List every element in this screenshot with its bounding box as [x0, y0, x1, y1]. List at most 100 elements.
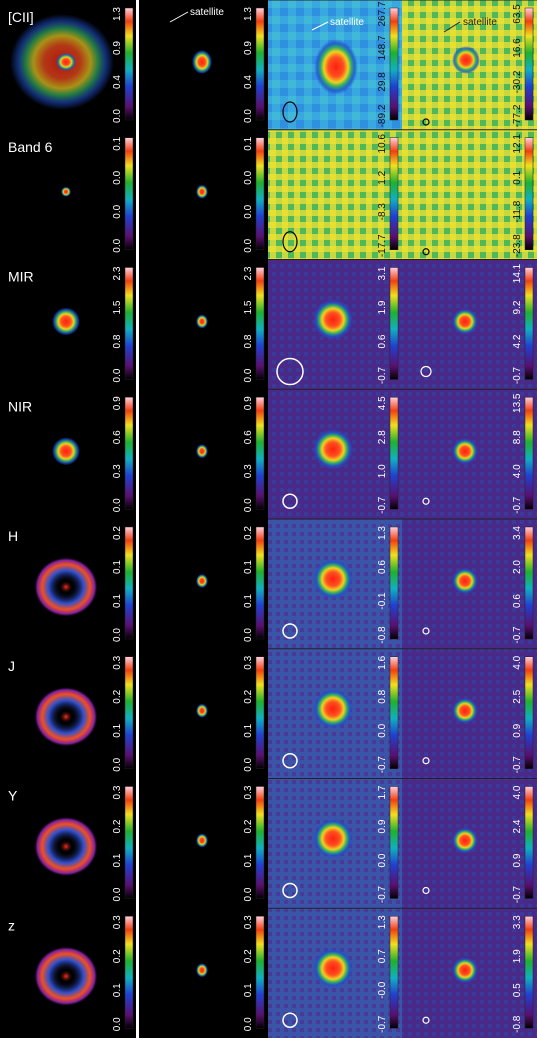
galaxy: [34, 816, 98, 877]
colorbar-tick-label: 4.0: [512, 464, 523, 478]
colorbar: [255, 137, 265, 250]
galaxy: [192, 50, 212, 74]
colorbar-tick-label: 0.9: [512, 723, 523, 737]
colorbar: [389, 656, 399, 769]
beam: [422, 627, 430, 635]
colorbar: [124, 7, 134, 121]
beam: [282, 753, 298, 769]
colorbar: [124, 656, 134, 769]
colorbar-tick-label: 2.3: [112, 266, 123, 280]
colorbar-tick-label: 0.6: [377, 560, 388, 574]
colorbar-tick-label: 148.7: [377, 35, 388, 60]
colorbar-tick-label: 3.4: [512, 526, 523, 540]
source: [452, 568, 478, 594]
source: [313, 818, 353, 859]
colorbar: [255, 786, 265, 899]
colorbar-tick-label: 0.2: [243, 949, 254, 963]
galaxy: [34, 557, 98, 617]
colorbar-tick-label: 10.6: [377, 134, 388, 154]
colorbar-tick-label: 1.5: [243, 300, 254, 314]
galaxy: [34, 946, 98, 1007]
colorbar-tick-label: 0.0: [112, 109, 123, 123]
colorbar-tick-label: 0.3: [112, 785, 123, 799]
colorbar-tick-label: 29.8: [377, 72, 388, 92]
colorbar-tick-label: 0.3: [243, 785, 254, 799]
colorbar-tick-label: 0.2: [243, 526, 254, 540]
colorbar-tick-label: 0.5: [512, 983, 523, 997]
colorbar-tick-label: 0.1: [112, 594, 123, 608]
colorbar-tick-label: 0.1: [243, 723, 254, 737]
colorbar-tick-label: 0.3: [243, 464, 254, 478]
galaxy: [52, 307, 80, 336]
colorbar-tick-label: 0.2: [112, 689, 123, 703]
colorbar-tick-label: 0.0: [112, 170, 123, 184]
galaxy: [196, 833, 208, 848]
colorbar-tick-label: 1.6: [377, 655, 388, 669]
colorbar: [524, 526, 534, 640]
colorbar-tick-label: 1.9: [377, 300, 388, 314]
row-label: Y: [8, 788, 18, 804]
beam: [420, 365, 432, 378]
colorbar: [524, 786, 534, 899]
galaxy: [196, 314, 208, 329]
colorbar-tick-label: 0.9: [377, 819, 388, 833]
colorbar-tick-label: 0.1: [112, 560, 123, 574]
colorbar-tick-label: 0.3: [243, 915, 254, 929]
colorbar-tick-label: -17.7: [377, 234, 388, 257]
colorbar-tick-label: 0.6: [377, 334, 388, 348]
colorbar-tick-label: 1.2: [377, 170, 388, 184]
galaxy: [196, 963, 208, 978]
colorbar-tick-label: -8.3: [377, 203, 388, 221]
colorbar-tick-label: 0.3: [112, 464, 123, 478]
colorbar-tick-label: 0.6: [512, 594, 523, 608]
colorbar-tick-label: 12.1: [512, 134, 523, 154]
colorbar: [389, 137, 399, 250]
colorbar-tick-label: 0.3: [112, 915, 123, 929]
colorbar-tick-label: 0.0: [112, 1017, 123, 1031]
beam: [282, 1012, 298, 1028]
colorbar-tick-label: 0.7: [377, 949, 388, 963]
colorbar-tick-label: 1.3: [377, 526, 388, 540]
colorbar: [124, 786, 134, 899]
colorbar: [524, 137, 534, 250]
colorbar-tick-label: 0.1: [112, 983, 123, 997]
arrow: [311, 21, 329, 31]
arrow: [443, 21, 461, 33]
source: [452, 438, 478, 465]
image-background: [402, 129, 537, 260]
galaxy: [61, 186, 71, 197]
colorbar-tick-label: 0.1: [243, 136, 254, 150]
colorbar-tick-label: -0.7: [512, 626, 523, 644]
colorbar-tick-label: 0.0: [112, 498, 123, 512]
beam: [282, 101, 298, 123]
colorbar-tick-label: 4.0: [512, 655, 523, 669]
colorbar-tick-label: 0.1: [243, 853, 254, 867]
colorbar-tick-label: 1.0: [377, 464, 388, 478]
arrow: [169, 11, 189, 23]
colorbar-tick-label: 0.8: [112, 334, 123, 348]
colorbar-tick-label: 63.5: [512, 4, 523, 24]
colorbar-tick-label: 0.2: [243, 819, 254, 833]
colorbar-tick-label: -0.7: [377, 756, 388, 774]
colorbar: [389, 397, 399, 510]
galaxy: [196, 184, 208, 199]
colorbar: [124, 526, 134, 640]
colorbar-tick-label: -0.8: [512, 1015, 523, 1033]
colorbar-tick-label: -0.7: [377, 885, 388, 903]
row-label: Band 6: [8, 139, 53, 155]
source: [452, 46, 480, 74]
colorbar-tick-label: 0.1: [243, 594, 254, 608]
colorbar-tick-label: 0.2: [112, 949, 123, 963]
colorbar-tick-label: 1.9: [512, 949, 523, 963]
colorbar-tick-label: 0.9: [512, 853, 523, 867]
colorbar-tick-label: 4.5: [377, 396, 388, 410]
row-label: [CII]: [8, 9, 34, 25]
colorbar-tick-label: 1.3: [377, 915, 388, 929]
colorbar-tick-label: 0.1: [112, 723, 123, 737]
colorbar-tick-label: 0.4: [243, 75, 254, 89]
colorbar-tick-label: 0.1: [112, 136, 123, 150]
colorbar-tick-label: -23.8: [512, 234, 523, 257]
colorbar: [524, 397, 534, 510]
colorbar-tick-label: 0.9: [243, 396, 254, 410]
colorbar-tick-label: -11.8: [512, 200, 523, 222]
